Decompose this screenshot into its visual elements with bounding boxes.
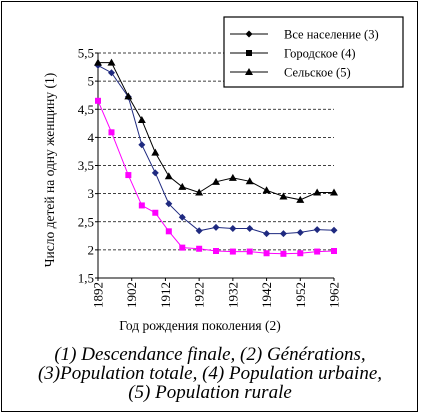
- legend-marker-diamond: [245, 30, 253, 38]
- y-tick-label: 2,5: [78, 214, 94, 229]
- legend-box: [223, 16, 404, 88]
- legend-label: Городское (4): [284, 47, 356, 61]
- data-point: [228, 173, 237, 181]
- x-tick-label: 1932: [225, 282, 240, 308]
- data-point: [178, 213, 186, 221]
- legend-label: Все население (3): [284, 28, 379, 42]
- y-tick-label: 4: [88, 130, 95, 145]
- x-tick-label: 1952: [293, 282, 308, 308]
- data-point: [313, 188, 322, 196]
- data-point: [165, 200, 173, 208]
- data-point: [179, 244, 186, 251]
- data-point: [138, 141, 146, 149]
- y-tick-label: 1,5: [78, 271, 94, 286]
- data-point: [313, 226, 321, 234]
- data-point: [152, 209, 159, 216]
- legend-marker-triangle: [245, 68, 253, 75]
- data-point: [108, 129, 115, 136]
- data-point: [245, 177, 254, 185]
- data-point: [229, 248, 236, 255]
- x-tick-label: 1942: [259, 282, 274, 308]
- data-point: [138, 202, 145, 209]
- data-point: [296, 195, 305, 203]
- data-series: [94, 58, 338, 257]
- data-point: [195, 227, 203, 235]
- y-axis-label: Число детей на одну женщину (1): [42, 73, 57, 267]
- x-tick-label: 1892: [91, 282, 106, 308]
- x-tick-label: 1922: [192, 282, 207, 308]
- data-point: [297, 250, 304, 257]
- data-point: [212, 177, 220, 185]
- data-point: [196, 245, 203, 252]
- data-point: [314, 248, 321, 255]
- series-line-1: [97, 64, 335, 235]
- data-point: [178, 182, 187, 190]
- data-point: [125, 172, 132, 179]
- data-point: [263, 230, 271, 238]
- y-tick-label: 5,5: [78, 46, 94, 61]
- data-point: [279, 192, 288, 200]
- data-point: [262, 186, 271, 194]
- legend: Все население (3) Городское (4) Сельское (…: [223, 16, 404, 88]
- data-point: [137, 115, 146, 123]
- legend-label: Сельское (5): [284, 66, 351, 80]
- data-point: [213, 248, 219, 254]
- axes: 1,5 2 2,5 3 3,5 4 4,5 5 5,5 1892 1902 1912 1922 1932 1…: [78, 46, 342, 309]
- data-point: [164, 172, 173, 180]
- data-point: [330, 226, 338, 234]
- x-tick-label: 1902: [124, 282, 139, 308]
- data-point: [151, 148, 160, 156]
- data-point: [94, 58, 102, 66]
- data-point: [151, 169, 159, 177]
- y-tick-label: 2: [88, 242, 95, 257]
- legend-marker-square: [246, 50, 252, 56]
- x-tick-label: 1912: [158, 282, 173, 308]
- data-point: [296, 228, 304, 236]
- data-point: [124, 92, 133, 100]
- caption-line-1: (1) Descendance finale, (2) Générations,: [54, 344, 366, 365]
- data-point: [246, 248, 253, 255]
- data-point: [263, 250, 270, 257]
- data-point: [279, 230, 287, 238]
- data-point: [107, 58, 116, 66]
- x-tick-label: 1962: [327, 282, 342, 308]
- series-line-2: [97, 100, 335, 255]
- caption-line-3: (5) Population rurale: [128, 382, 292, 403]
- data-point: [330, 188, 338, 196]
- data-point: [229, 225, 237, 232]
- y-tick-label: 5: [88, 74, 95, 89]
- y-tick-label: 4,5: [78, 102, 94, 117]
- data-point: [165, 228, 172, 235]
- data-point: [280, 250, 287, 257]
- series-line-3: [98, 62, 334, 201]
- data-point: [212, 223, 220, 231]
- data-point: [95, 97, 101, 104]
- data-point: [195, 188, 204, 196]
- x-axis-label: Год рождения поколения (2): [119, 318, 281, 333]
- y-tick-label: 3,5: [78, 158, 94, 173]
- caption-line-2: (3)Population totale, (4) Population urb…: [37, 363, 383, 384]
- y-tick-label: 3: [88, 186, 95, 201]
- data-point: [246, 225, 254, 232]
- data-point: [331, 248, 337, 254]
- data-point: [107, 69, 115, 77]
